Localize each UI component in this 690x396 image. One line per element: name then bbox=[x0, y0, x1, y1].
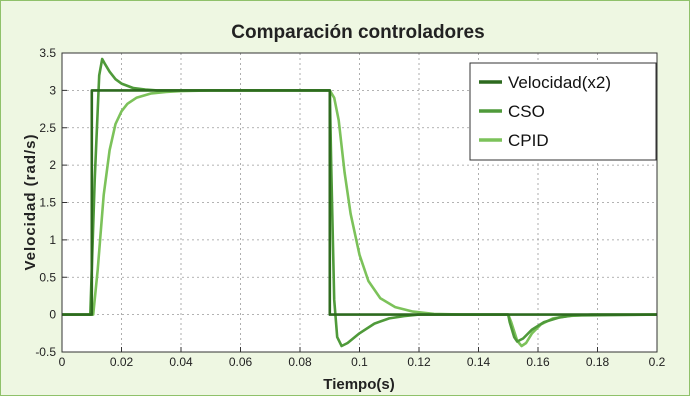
series-group bbox=[62, 57, 658, 348]
legend: Velocidad(x2) CSO CPID bbox=[469, 62, 657, 161]
y-tick-label: 0 bbox=[49, 308, 56, 322]
y-tick-label: -0.5 bbox=[35, 345, 56, 359]
y-tick-label: 2.5 bbox=[39, 121, 56, 135]
y-ticks: -0.5 0 0.5 1 1.5 2 2.5 3 3.5 bbox=[35, 46, 67, 359]
x-ticks: 0 0.02 0.04 0.06 0.08 0.1 0.12 0.14 0.16 0.18 0.2 bbox=[59, 347, 666, 369]
x-tick-label: 0 bbox=[59, 355, 66, 369]
y-tick-label: 2 bbox=[49, 158, 56, 172]
y-tick-label: 3 bbox=[49, 83, 56, 97]
y-tick-label: 0.5 bbox=[39, 270, 56, 284]
x-tick-label: 0.1 bbox=[351, 355, 368, 369]
x-tick-label: 0.16 bbox=[526, 355, 550, 369]
series-line-0 bbox=[62, 89, 657, 316]
x-tick-label: 0.02 bbox=[110, 355, 134, 369]
series-line-2 bbox=[62, 89, 657, 348]
series-line-1 bbox=[62, 57, 658, 348]
y-tick-label: 3.5 bbox=[39, 46, 56, 60]
y-tick-label: 1.5 bbox=[39, 196, 56, 210]
x-tick-label: 0.08 bbox=[288, 355, 312, 369]
y-axis-label: Velocidad (rad/s) bbox=[22, 133, 39, 270]
x-tick-label: 0.06 bbox=[229, 355, 253, 369]
y-tick-label: 1 bbox=[49, 233, 56, 247]
legend-label: Velocidad(x2) bbox=[508, 73, 611, 92]
legend-label: CPID bbox=[508, 131, 549, 150]
legend-label: CSO bbox=[508, 102, 545, 121]
x-tick-label: 0.12 bbox=[407, 355, 431, 369]
chart-title: Comparación controladores bbox=[231, 22, 484, 43]
x-tick-label: 0.2 bbox=[649, 355, 666, 369]
x-tick-label: 0.18 bbox=[586, 355, 610, 369]
x-axis-label: Tiempo(s) bbox=[323, 376, 394, 393]
plot-border bbox=[61, 52, 658, 353]
x-tick-label: 0.14 bbox=[467, 355, 491, 369]
x-tick-label: 0.04 bbox=[169, 355, 193, 369]
